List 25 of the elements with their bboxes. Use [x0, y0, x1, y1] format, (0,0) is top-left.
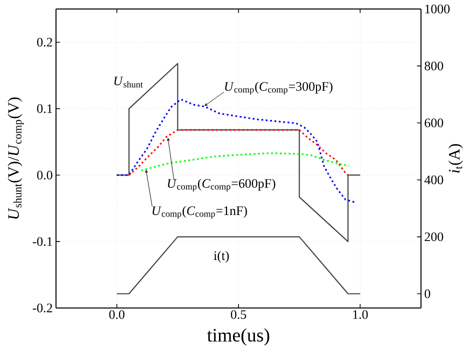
y2-tick-label: 200 [424, 232, 444, 242]
y-axis-title: U$_{shunt}$(V)/U$_{comp}$(V) [8, 98, 24, 219]
series-label: i(t) [214, 250, 229, 263]
series-label: U$_{comp}$(C$_{comp}$=300pF) [225, 82, 332, 94]
y-tick-label: -0.1 [32, 237, 52, 246]
line-series [116, 98, 356, 204]
y-tick-label: 0.2 [37, 38, 52, 47]
x-tick-label: 0.5 [230, 310, 246, 319]
y2-tick-label: 1000 [425, 4, 450, 14]
line-series [116, 62, 361, 242]
x-tick-label: 0.0 [109, 310, 124, 319]
y2-tick-label: 400 [424, 175, 444, 184]
y-tick-label: -0.2 [32, 304, 52, 312]
x-axis-title: time(us) [207, 328, 270, 346]
y-tick-label: 0.0 [37, 170, 52, 180]
y2-axis-title: i$_{t}$(A) [448, 144, 463, 173]
text: U$_{comp}$(C$_{comp}$=1nF) [152, 206, 247, 219]
line-series [140, 152, 350, 172]
y2-tick-label: 600 [424, 118, 444, 128]
y-tick-label: 0.1 [37, 104, 52, 114]
text: U$_{comp}$(C$_{comp}$=600pF) [168, 178, 276, 192]
series-label: U$_{shunt}$ [114, 76, 143, 88]
y2-tick-label: 0 [424, 289, 430, 298]
x-tick-label: 1.0 [353, 310, 368, 319]
y2-tick-label: 800 [424, 62, 444, 70]
